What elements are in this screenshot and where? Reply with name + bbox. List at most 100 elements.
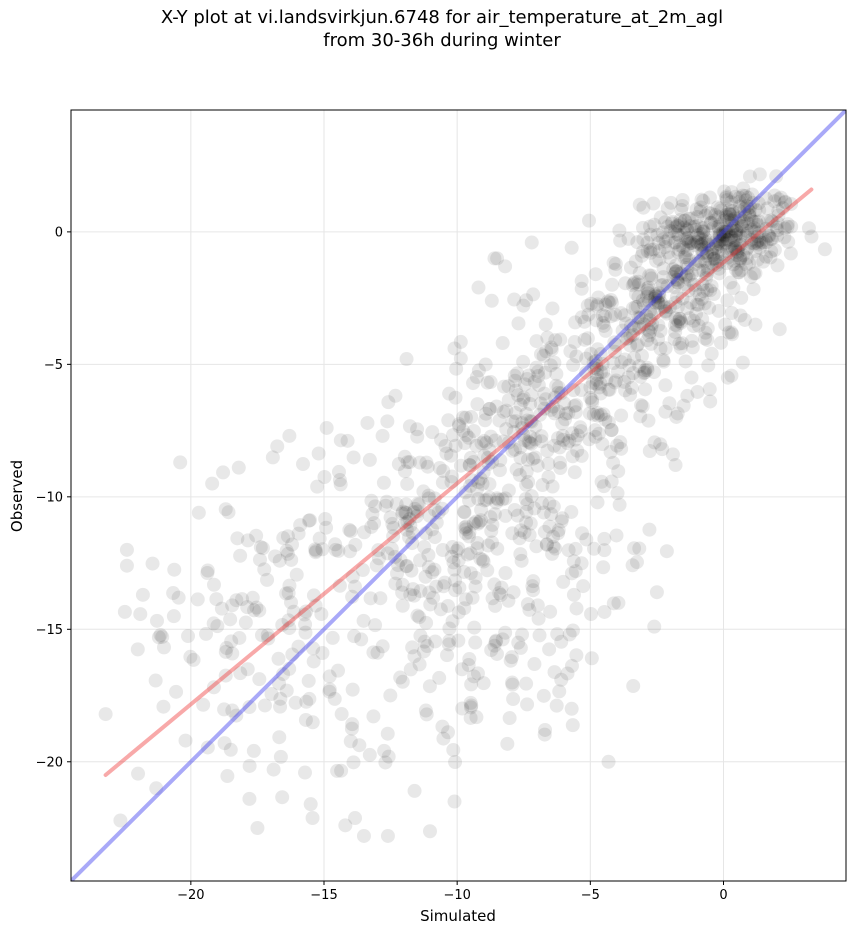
- scatter-point: [432, 670, 447, 685]
- scatter-point: [669, 264, 684, 279]
- scatter-point: [545, 479, 560, 494]
- scatter-point: [651, 235, 666, 250]
- scatter-point: [526, 287, 541, 302]
- scatter-point: [466, 423, 481, 438]
- scatter-point: [478, 406, 493, 421]
- scatter-point: [711, 303, 726, 318]
- scatter-point: [501, 379, 516, 394]
- scatter-point: [465, 590, 480, 605]
- scatter-point: [685, 211, 700, 226]
- scatter-point: [593, 386, 608, 401]
- scatter-point: [560, 436, 575, 451]
- scatter-point: [345, 569, 360, 584]
- scatter-point: [493, 453, 508, 468]
- scatter-point: [714, 203, 729, 218]
- scatter-point: [643, 242, 658, 257]
- scatter-point: [614, 441, 629, 456]
- chart-title-line-1: X-Y plot at vi.landsvirkjun.6748 for air…: [160, 7, 724, 28]
- scatter-point: [411, 497, 426, 512]
- scatter-point: [659, 544, 674, 559]
- scatter-point: [602, 295, 617, 310]
- scatter-point: [677, 213, 692, 228]
- scatter-point: [565, 426, 580, 441]
- scatter-point: [728, 228, 743, 243]
- scatter-point: [579, 532, 594, 547]
- scatter-point: [758, 232, 773, 247]
- scatter-point: [637, 317, 652, 332]
- scatter-point: [588, 423, 603, 438]
- scatter-point: [705, 221, 720, 236]
- scatter-point: [725, 203, 740, 218]
- scatter-point: [692, 230, 707, 245]
- scatter-point: [666, 270, 681, 285]
- scatter-point: [314, 607, 329, 622]
- scatter-point: [657, 300, 672, 315]
- scatter-point: [463, 566, 478, 581]
- scatter-point: [640, 283, 655, 298]
- scatter-point: [434, 432, 449, 447]
- scatter-point: [688, 257, 703, 272]
- scatter-point: [463, 450, 478, 465]
- scatter-point: [463, 695, 478, 710]
- scatter-point: [487, 251, 502, 266]
- scatter-point: [538, 317, 553, 332]
- scatter-point: [750, 229, 765, 244]
- scatter-point: [631, 321, 646, 336]
- scatter-point: [670, 406, 685, 421]
- scatter-point: [690, 210, 705, 225]
- scatter-point: [546, 499, 561, 514]
- scatter-point: [562, 433, 577, 448]
- scatter-point: [729, 244, 744, 259]
- scatter-point: [690, 384, 705, 399]
- scatter-point: [701, 205, 716, 220]
- scatter-point: [408, 501, 423, 516]
- scatter-point: [410, 504, 425, 519]
- scatter-point: [498, 259, 513, 274]
- scatter-point: [607, 375, 622, 390]
- scatter-point: [739, 251, 754, 266]
- scatter-point: [546, 529, 561, 544]
- scatter-point: [447, 794, 462, 809]
- scatter-point: [747, 224, 762, 239]
- scatter-point: [708, 234, 723, 249]
- scatter-point: [276, 531, 291, 546]
- scatter-point: [200, 563, 215, 578]
- scatter-point: [425, 425, 440, 440]
- scatter-point: [722, 207, 737, 222]
- scatter-point: [505, 443, 520, 458]
- scatter-point: [658, 239, 673, 254]
- scatter-point: [599, 372, 614, 387]
- scatter-point: [512, 467, 527, 482]
- plot-frame: [70, 109, 847, 882]
- scatter-point: [744, 213, 759, 228]
- scatter-point: [501, 435, 516, 450]
- scatter-point: [564, 701, 579, 716]
- scatter-point: [635, 399, 650, 414]
- scatter-point: [410, 422, 425, 437]
- scatter-point: [624, 380, 639, 395]
- scatter-point: [395, 504, 410, 519]
- scatter-point: [706, 247, 721, 262]
- scatter-point: [539, 537, 554, 552]
- scatter-point: [217, 702, 232, 717]
- scatter-point: [426, 590, 441, 605]
- scatter-point: [260, 572, 275, 587]
- identity-line: [71, 110, 846, 881]
- scatter-point: [266, 762, 281, 777]
- scatter-point: [457, 436, 472, 451]
- scatter-point: [652, 288, 667, 303]
- scatter-point: [580, 298, 595, 313]
- scatter-point: [636, 200, 651, 215]
- scatter-point: [654, 278, 669, 293]
- scatter-point: [153, 627, 168, 642]
- scatter-point: [386, 520, 401, 535]
- scatter-point: [462, 652, 477, 667]
- scatter-point: [701, 233, 716, 248]
- scatter-point: [727, 240, 742, 255]
- scatter-point: [725, 213, 740, 228]
- scatter-point: [738, 228, 753, 243]
- scatter-point: [694, 237, 709, 252]
- scatter-point: [564, 240, 579, 255]
- scatter-point: [606, 455, 621, 470]
- scatter-point: [322, 669, 337, 684]
